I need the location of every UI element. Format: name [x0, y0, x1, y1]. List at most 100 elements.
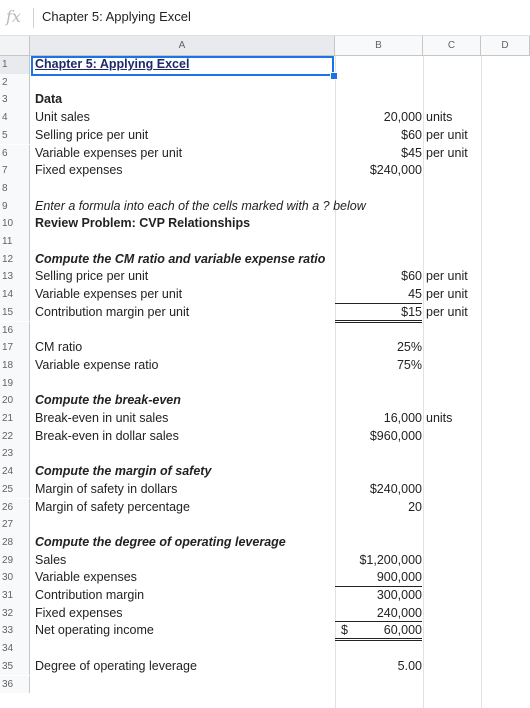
column-header-c[interactable]: C	[423, 36, 481, 55]
row-number[interactable]: 22	[0, 427, 30, 446]
row-number[interactable]: 7	[0, 162, 30, 180]
cell-c[interactable]: per unit	[426, 269, 468, 284]
fill-handle[interactable]	[330, 72, 338, 80]
cell-b[interactable]: 300,000	[335, 587, 422, 605]
row-number[interactable]: 31	[0, 587, 30, 605]
column-header-b[interactable]: B	[335, 36, 423, 55]
row-number[interactable]: 20	[0, 392, 30, 410]
cell-a[interactable]: Variable expense ratio	[35, 357, 159, 372]
row-number[interactable]: 12	[0, 250, 30, 269]
row-number[interactable]: 35	[0, 657, 30, 676]
cell-a[interactable]: Sales	[35, 552, 67, 567]
row-number[interactable]: 4	[0, 109, 30, 127]
row-number[interactable]: 2	[0, 73, 30, 92]
cell-a[interactable]: Compute the CM ratio and variable expens…	[35, 251, 326, 266]
row-number[interactable]: 15	[0, 303, 30, 322]
cell-a[interactable]: Variable expenses	[35, 570, 137, 585]
cell-a[interactable]: Enter a formula into each of the cells m…	[35, 198, 366, 213]
cell-b[interactable]: 900,000	[335, 569, 422, 587]
cell-c[interactable]: units	[426, 110, 453, 125]
cell-b[interactable]: $15	[335, 304, 422, 323]
table-row: 22 Break-even in dollar sales $960,000	[0, 427, 530, 446]
row-number[interactable]: 29	[0, 551, 30, 570]
cell-a[interactable]: Fixed expenses	[35, 605, 123, 620]
row-number[interactable]: 28	[0, 533, 30, 552]
cell-b[interactable]: $240,000	[335, 162, 422, 180]
cell-b[interactable]: $240,000	[335, 481, 422, 499]
row-number[interactable]: 11	[0, 233, 30, 251]
row-number[interactable]: 17	[0, 339, 30, 357]
cell-a[interactable]: Degree of operating leverage	[35, 658, 197, 673]
cell-b-value: 300,000	[376, 588, 422, 602]
row-number[interactable]: 8	[0, 179, 30, 198]
cell-b[interactable]: 240,000	[335, 605, 422, 623]
row-number[interactable]: 1	[0, 56, 30, 74]
cell-a[interactable]: Chapter 5: Applying Excel	[35, 57, 190, 71]
row-number[interactable]: 10	[0, 215, 30, 233]
cell-a[interactable]: Fixed expenses	[35, 163, 123, 178]
cell-c[interactable]: per unit	[426, 287, 468, 302]
cell-a[interactable]: Unit sales	[35, 110, 90, 125]
row-number[interactable]: 14	[0, 286, 30, 304]
row-number[interactable]: 16	[0, 321, 30, 340]
select-all-corner[interactable]	[0, 36, 30, 55]
row-number[interactable]: 18	[0, 356, 30, 375]
row-number[interactable]: 30	[0, 569, 30, 587]
cell-b[interactable]: $60,000	[335, 622, 422, 641]
cell-a[interactable]: Margin of safety percentage	[35, 499, 190, 514]
cell-b[interactable]: 75%	[335, 357, 422, 375]
cell-b[interactable]: $45	[335, 145, 422, 163]
formula-input[interactable]: Chapter 5: Applying Excel	[42, 9, 191, 24]
cell-b[interactable]: 45	[335, 286, 422, 304]
cell-b[interactable]: 20	[335, 499, 422, 517]
row-number[interactable]: 13	[0, 268, 30, 287]
cell-a[interactable]: Margin of safety in dollars	[35, 481, 178, 496]
cell-a[interactable]: Net operating income	[35, 623, 154, 638]
row-number[interactable]: 36	[0, 675, 30, 694]
row-number[interactable]: 34	[0, 640, 30, 658]
cell-b[interactable]: $1,200,000	[335, 552, 422, 570]
cell-c[interactable]: per unit	[426, 127, 468, 142]
cell-c[interactable]: units	[426, 411, 453, 425]
cell-a[interactable]: Variable expenses per unit	[35, 287, 183, 302]
cell-b[interactable]: $60	[335, 127, 422, 145]
cell-a[interactable]: Break-even in dollar sales	[35, 428, 179, 443]
row-number[interactable]: 32	[0, 604, 30, 623]
cell-c[interactable]: per unit	[426, 145, 468, 160]
row-number[interactable]: 33	[0, 622, 30, 641]
cell-a[interactable]: Compute the break-even	[35, 393, 181, 408]
row-number[interactable]: 3	[0, 91, 30, 110]
cell-a[interactable]: CM ratio	[35, 340, 83, 355]
cell-a[interactable]: Compute the margin of safety	[35, 464, 212, 479]
cell-a[interactable]: Contribution margin per unit	[35, 304, 190, 319]
cell-a[interactable]: Break-even in unit sales	[35, 411, 169, 425]
cell-a[interactable]: Data	[35, 92, 63, 107]
active-cell-selection[interactable]	[31, 56, 334, 76]
table-row: 26 Margin of safety percentage 20	[0, 498, 530, 517]
cell-b[interactable]: $960,000	[335, 428, 422, 446]
row-number[interactable]: 9	[0, 197, 30, 216]
column-header-a[interactable]: A	[30, 36, 335, 55]
cell-a[interactable]: Selling price per unit	[35, 269, 149, 284]
cell-b[interactable]: 16,000	[335, 410, 422, 428]
row-number[interactable]: 26	[0, 498, 30, 517]
row-number[interactable]: 24	[0, 463, 30, 481]
cell-b[interactable]: $60	[335, 268, 422, 286]
cell-b[interactable]: 20,000	[335, 109, 422, 127]
row-number[interactable]: 21	[0, 410, 30, 428]
cell-a[interactable]: Variable expenses per unit	[35, 145, 183, 160]
column-header-d[interactable]: D	[481, 36, 530, 55]
cell-a[interactable]: Contribution margin	[35, 588, 145, 602]
row-number[interactable]: 6	[0, 144, 30, 163]
cell-b[interactable]: 25%	[335, 339, 422, 357]
cell-a[interactable]: Review Problem: CVP Relationships	[35, 216, 251, 231]
row-number[interactable]: 5	[0, 126, 30, 145]
cell-b[interactable]: 5.00	[335, 658, 422, 676]
cell-a[interactable]: Compute the degree of operating leverage	[35, 534, 286, 549]
row-number[interactable]: 23	[0, 445, 30, 464]
row-number[interactable]: 27	[0, 516, 30, 534]
cell-a[interactable]: Selling price per unit	[35, 127, 149, 142]
row-number[interactable]: 19	[0, 374, 30, 393]
cell-c[interactable]: per unit	[426, 304, 468, 319]
row-number[interactable]: 25	[0, 480, 30, 499]
